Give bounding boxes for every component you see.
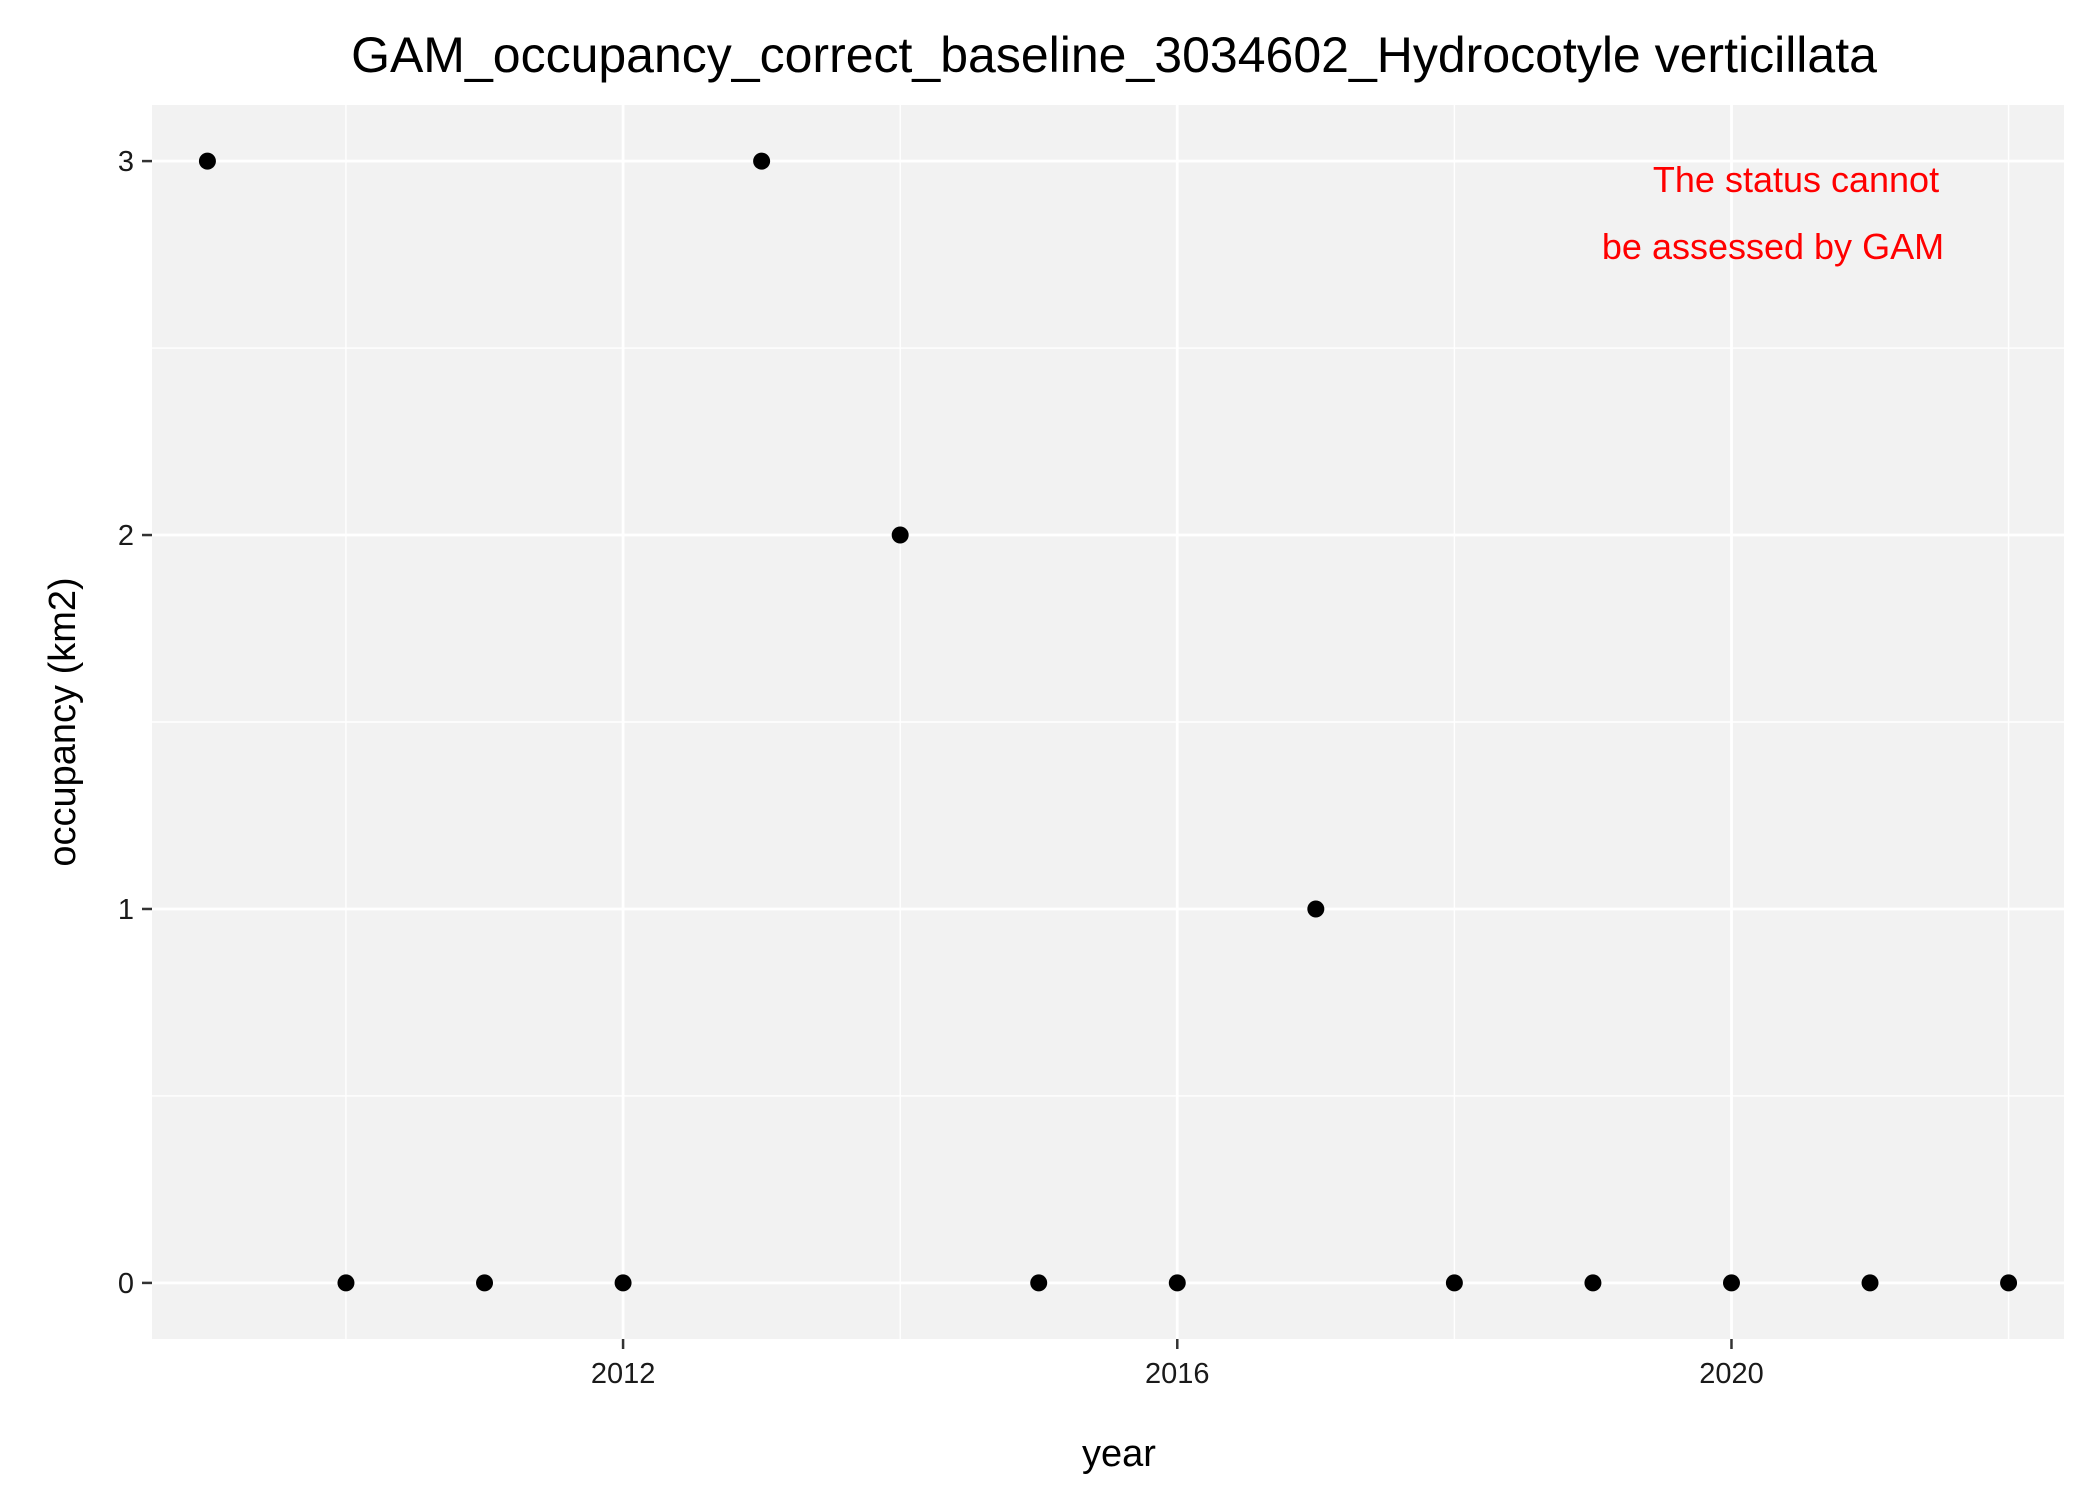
x-tick-label-2: 2020 [1699, 1358, 1764, 1390]
data-point-2017 [1307, 900, 1325, 918]
y-tick-label-0: 0 [118, 1268, 134, 1300]
data-points [198, 152, 2018, 1292]
data-point-2020 [1722, 1274, 1740, 1292]
x-axis: 2012 2016 2020 [591, 1339, 1764, 1390]
y-tick-label-3: 3 [118, 146, 134, 178]
y-tick-label-2: 2 [118, 520, 134, 552]
data-point-2018 [1445, 1274, 1463, 1292]
annotation: The status cannot be assessed by GAM [1602, 159, 1944, 267]
data-point-2019 [1584, 1274, 1602, 1292]
data-point-2012 [614, 1274, 632, 1292]
data-point-2015 [1030, 1274, 1048, 1292]
x-tick-label-1: 2016 [1145, 1358, 1210, 1390]
data-point-2016 [1168, 1274, 1186, 1292]
y-axis: 0 1 2 3 [118, 146, 152, 1300]
data-point-2014 [891, 526, 909, 544]
annotation-line-2: be assessed by GAM [1602, 226, 1944, 267]
data-point-2009 [198, 152, 216, 170]
grid-major [152, 105, 2064, 1339]
y-axis-title: occupancy (km2) [42, 577, 84, 866]
data-point-2021 [1861, 1274, 1879, 1292]
data-point-2022 [2000, 1274, 2018, 1292]
data-point-2013 [753, 152, 771, 170]
annotation-line-1: The status cannot [1653, 159, 1939, 200]
x-axis-title: year [1082, 1433, 1156, 1475]
data-point-2010 [337, 1274, 355, 1292]
x-tick-label-0: 2012 [591, 1358, 656, 1390]
chart-title: GAM_occupancy_correct_baseline_3034602_H… [351, 27, 1877, 83]
y-tick-label-1: 1 [118, 894, 134, 926]
grid-minor [152, 105, 2064, 1339]
data-point-2011 [476, 1274, 494, 1292]
